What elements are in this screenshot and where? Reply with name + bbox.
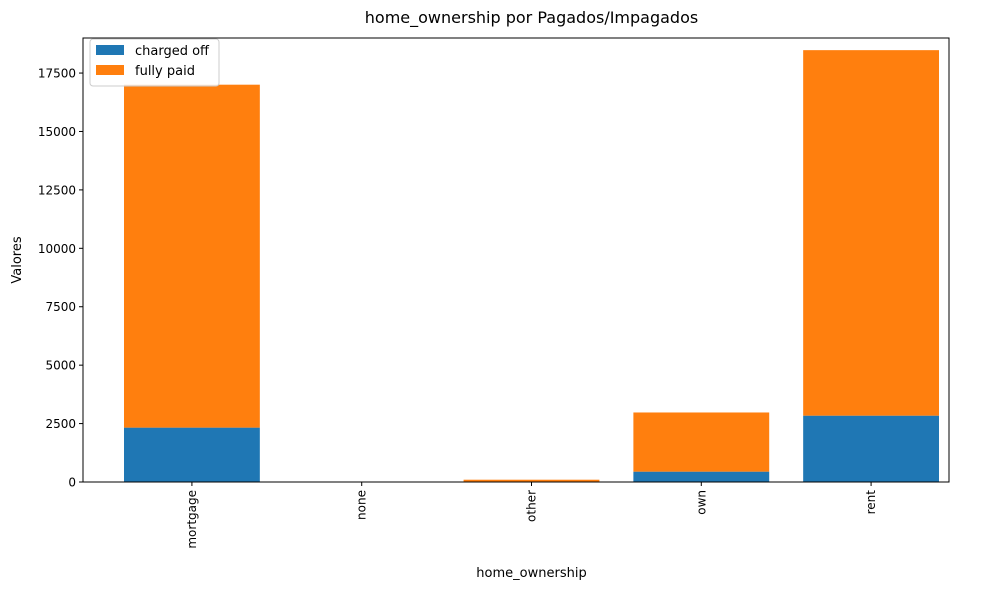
- y-tick-label: 0: [68, 476, 76, 490]
- bars-group: [124, 50, 939, 482]
- bar-rent-charged-off: [803, 416, 939, 482]
- bar-mortgage-charged-off: [124, 428, 260, 482]
- y-tick-label: 5000: [45, 359, 76, 373]
- x-tick-label: rent: [864, 490, 878, 515]
- x-tick-label: none: [355, 490, 369, 520]
- chart-title: home_ownership por Pagados/Impagados: [365, 8, 698, 28]
- legend-label: charged off: [135, 44, 210, 59]
- x-tick-label: other: [525, 490, 539, 522]
- y-tick-label: 2500: [45, 417, 76, 431]
- legend: charged off fully paid: [90, 39, 219, 86]
- x-axis: mortgage none other own rent: [185, 482, 878, 549]
- y-tick-label: 17500: [38, 67, 76, 81]
- y-tick-label: 10000: [38, 242, 76, 256]
- bar-mortgage-fully-paid: [124, 85, 260, 428]
- x-tick-label: own: [694, 490, 708, 515]
- bar-rent-fully-paid: [803, 50, 939, 416]
- legend-swatch: [96, 45, 124, 55]
- bar-other-fully-paid: [464, 480, 600, 482]
- bar-own-fully-paid: [633, 412, 769, 471]
- y-axis-label: Valores: [10, 236, 25, 283]
- legend-label: fully paid: [135, 64, 195, 79]
- y-tick-label: 12500: [38, 183, 76, 197]
- legend-swatch: [96, 65, 124, 75]
- y-axis: 0 2500 5000 7500 10000 12500 15000 17500: [38, 67, 83, 490]
- y-tick-label: 7500: [45, 300, 76, 314]
- x-axis-label: home_ownership: [476, 566, 586, 581]
- bar-own-charged-off: [633, 472, 769, 482]
- y-tick-label: 15000: [38, 125, 76, 139]
- x-tick-label: mortgage: [185, 490, 199, 549]
